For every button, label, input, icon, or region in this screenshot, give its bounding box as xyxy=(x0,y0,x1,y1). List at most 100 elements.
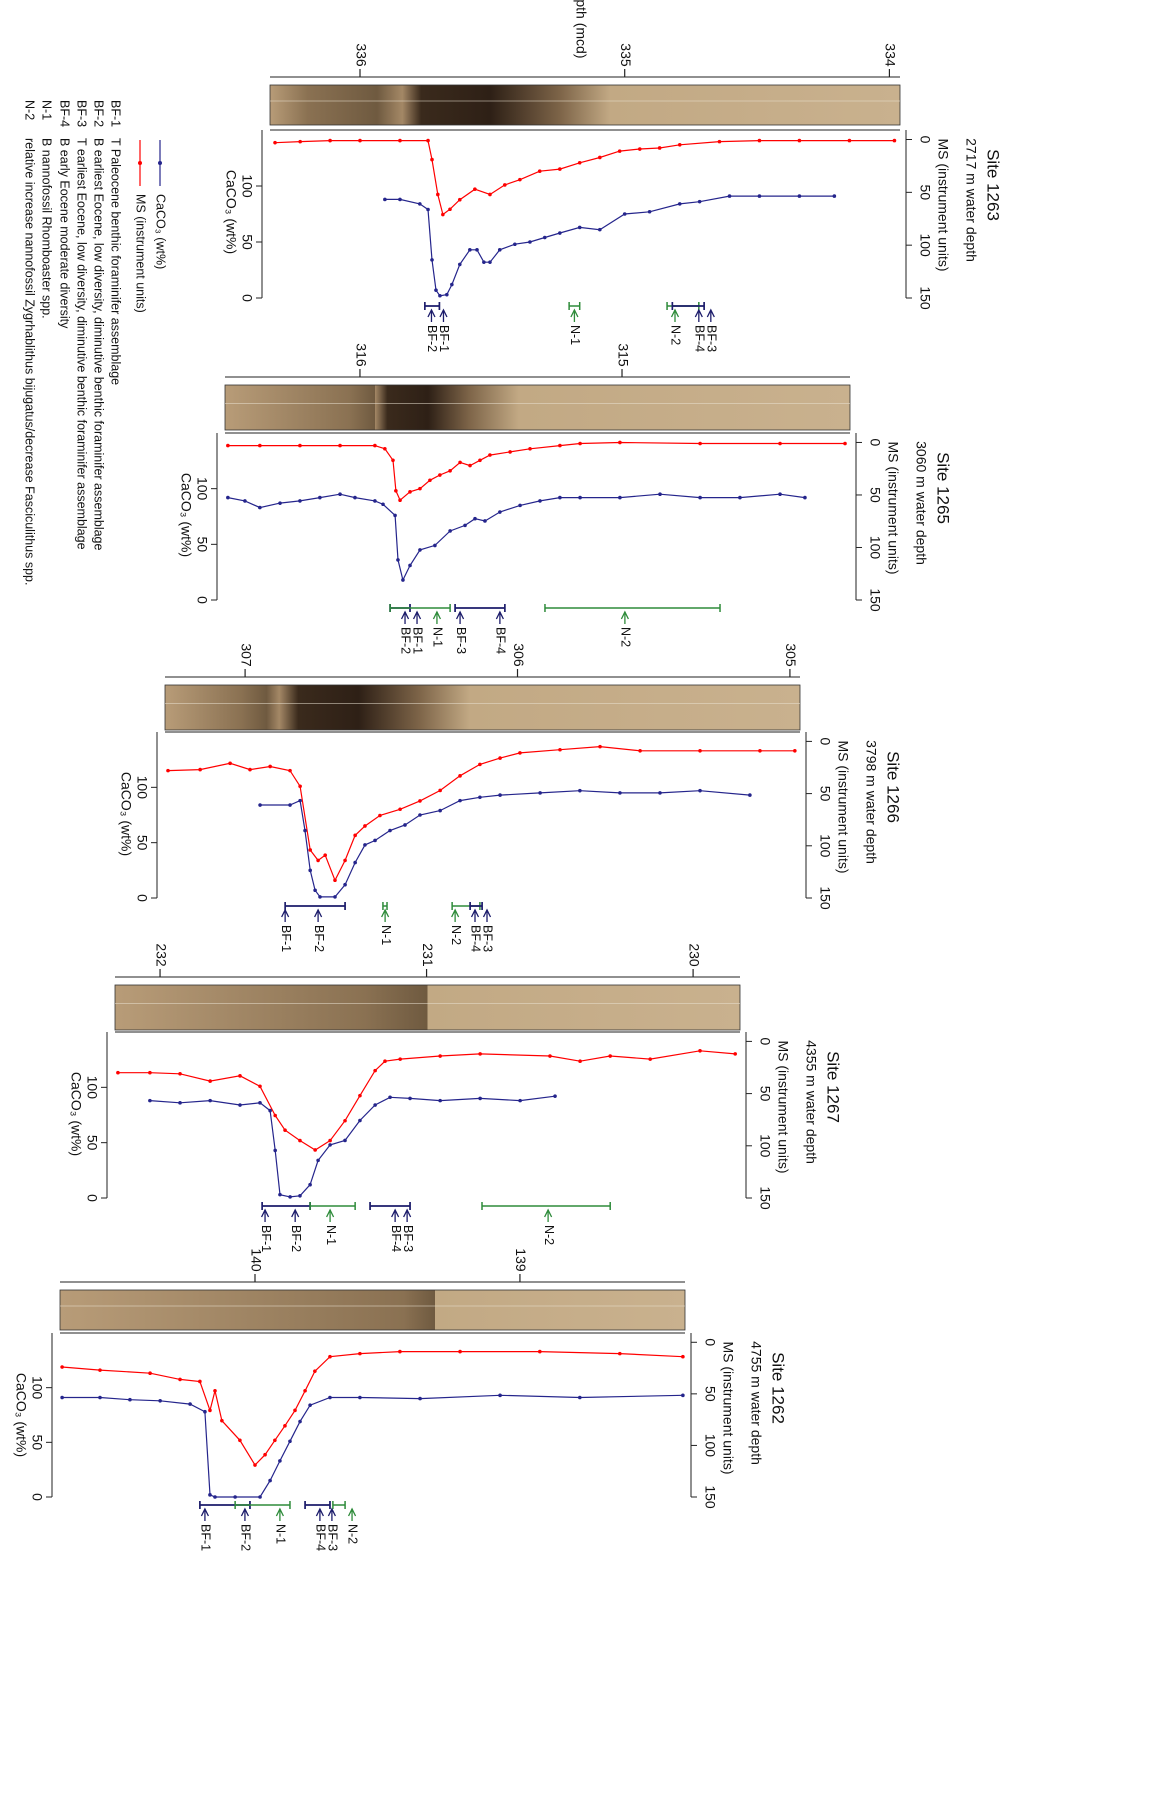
data-point xyxy=(468,248,472,252)
core-image xyxy=(114,984,741,1031)
data-point xyxy=(383,446,387,451)
data-point xyxy=(803,495,807,500)
data-point xyxy=(238,1074,242,1078)
legend-code: N-1 xyxy=(40,100,54,120)
data-point xyxy=(488,260,492,264)
site-title: Site 1267 xyxy=(824,1051,843,1123)
data-point xyxy=(208,1493,212,1497)
data-point xyxy=(308,1182,312,1187)
data-point xyxy=(213,1495,217,1499)
data-point xyxy=(463,523,467,528)
legend-label: CaCO₃ (wt%) xyxy=(154,194,168,269)
event-arrow xyxy=(403,1208,412,1218)
event-label: BF-4 xyxy=(389,1225,403,1252)
data-point xyxy=(698,495,702,500)
event-label: BF-3 xyxy=(401,1225,415,1252)
data-point xyxy=(438,1054,442,1058)
event-label: BF-1 xyxy=(279,925,293,952)
data-point xyxy=(430,258,434,262)
data-point xyxy=(617,149,622,153)
data-point xyxy=(226,495,230,500)
event-label: BF-2 xyxy=(399,627,413,654)
data-point xyxy=(401,578,405,582)
data-point xyxy=(328,1354,332,1359)
data-point xyxy=(338,443,342,448)
data-point xyxy=(441,212,445,217)
data-point xyxy=(457,262,462,267)
data-point xyxy=(373,1068,377,1073)
data-point xyxy=(598,744,602,749)
depth-tick-label: 139 xyxy=(513,1248,529,1272)
event-label: N-2 xyxy=(619,627,633,647)
data-point xyxy=(658,492,662,497)
ms-tick-label: 150 xyxy=(702,1485,718,1509)
ms-tick-label: 50 xyxy=(757,1086,773,1102)
event-arrow xyxy=(240,1507,250,1517)
data-point xyxy=(328,1138,332,1143)
data-point xyxy=(358,1118,362,1123)
data-point xyxy=(328,1395,332,1400)
data-point xyxy=(482,260,486,264)
data-point xyxy=(333,895,337,899)
event-label: BF-3 xyxy=(481,925,495,952)
series-line xyxy=(227,441,845,502)
data-point xyxy=(208,1098,212,1103)
caco3-tick-label: 100 xyxy=(134,776,150,800)
legend-code: N-2 xyxy=(23,100,37,120)
ms-tick-label: 150 xyxy=(917,286,933,310)
data-point xyxy=(388,828,392,833)
data-point xyxy=(428,478,432,483)
event-label: BF-3 xyxy=(326,1524,340,1551)
data-point xyxy=(273,1438,277,1443)
data-point xyxy=(717,139,722,144)
data-point xyxy=(273,1113,277,1118)
data-point xyxy=(418,486,422,491)
event-arrow xyxy=(432,610,442,620)
data-point xyxy=(757,194,762,198)
event-label: BF-4 xyxy=(693,325,707,352)
data-point xyxy=(578,441,582,446)
data-point xyxy=(288,768,292,773)
data-point xyxy=(273,140,277,145)
data-point xyxy=(318,895,322,899)
data-point xyxy=(598,155,602,160)
ms-axis-title: MS (instrument units) xyxy=(935,138,951,271)
ms-tick-label: 50 xyxy=(917,185,933,201)
data-point xyxy=(383,1059,387,1064)
data-point xyxy=(418,1396,422,1401)
data-point xyxy=(473,187,477,191)
data-point xyxy=(308,1403,312,1407)
data-point xyxy=(518,1098,522,1103)
event-label: BF-4 xyxy=(494,627,508,654)
data-point xyxy=(343,1138,347,1143)
data-point xyxy=(358,138,362,143)
data-point xyxy=(558,167,562,171)
data-point xyxy=(373,499,377,503)
data-point xyxy=(458,774,462,778)
data-point xyxy=(128,1397,132,1402)
event-label: N-2 xyxy=(346,1524,360,1544)
data-point xyxy=(358,1351,362,1356)
data-point xyxy=(618,1351,622,1356)
series-line xyxy=(274,140,895,216)
data-point xyxy=(553,1094,557,1098)
event-label: N-1 xyxy=(324,1225,338,1245)
data-point xyxy=(637,147,642,151)
data-point xyxy=(538,791,542,795)
ms-tick-label: 100 xyxy=(867,536,883,560)
data-point xyxy=(278,1459,282,1463)
data-point xyxy=(578,788,582,793)
data-point xyxy=(548,1054,552,1058)
data-point xyxy=(778,492,782,497)
data-point xyxy=(677,202,682,206)
depth-tick-label: 305 xyxy=(783,643,799,667)
data-point xyxy=(353,860,357,865)
event-arrow xyxy=(326,1208,335,1218)
data-point xyxy=(398,1057,402,1061)
data-point xyxy=(158,1398,162,1403)
core-image xyxy=(164,684,801,731)
ms-tick-label: 50 xyxy=(867,487,883,503)
data-point xyxy=(313,1148,317,1152)
data-point xyxy=(358,1093,362,1098)
event-arrow xyxy=(427,308,436,318)
